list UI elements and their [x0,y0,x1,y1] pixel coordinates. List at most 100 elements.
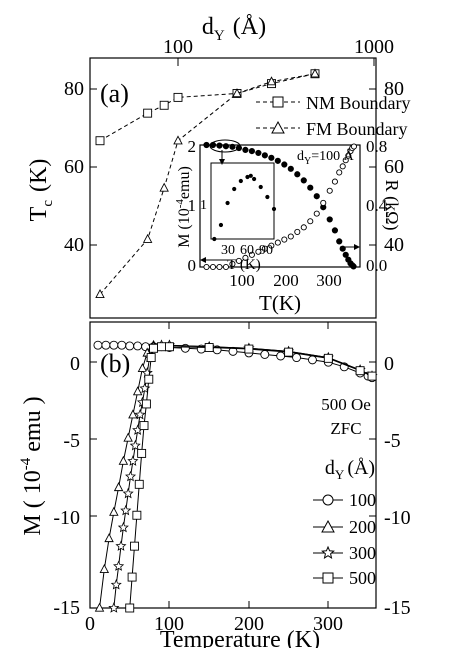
inset-r-point-23 [342,157,349,164]
series-200-point-5 [118,455,129,465]
series-200-point-9 [137,363,148,373]
b-tick-m5: -5 [63,430,80,452]
inset-rtick-0: 0.0 [366,256,387,275]
inset-arrow-right-head [354,244,360,250]
b-rtick-m15: -15 [384,597,411,619]
series-500-point-1 [127,572,137,582]
inset-r-point-10 [268,242,275,249]
inset-r-point-17 [313,210,320,217]
panel-a-frame [89,57,377,319]
inset-arrow-head [219,159,225,165]
panel-b-label: (b) [100,349,130,378]
sub-inset-series [212,173,277,242]
sub-inset-point-1 [218,222,224,228]
series-200-point-4 [113,482,124,492]
inset-r-point-13 [287,233,294,240]
inset-r-point-1 [209,263,217,271]
nm-point-2 [159,100,169,110]
inset-r-point-5 [235,257,242,264]
inset-r-point-4 [229,260,236,268]
tick-label-40-right: 40 [384,234,404,256]
inset-r-point-21 [336,169,343,176]
top-axis-title: dY (Å) [202,14,266,44]
series-300-point-4 [117,521,129,533]
series-300-point-7 [125,470,137,482]
legend-label-fm: FM Boundary [306,119,408,139]
inset-tick-2: 2 [188,137,197,156]
fm-point-5 [266,76,277,86]
series-100-point-3 [117,340,127,350]
legend-item-200: 200 [313,517,376,537]
series-100-point-4 [125,341,135,351]
b-xtick-300: 300 [313,613,343,635]
series-300-point-8 [127,455,139,466]
top-tick-label-100: 100 [163,36,193,58]
sub-inset-xtick-30: 30 [221,243,235,258]
sub-inset: 1 30 60 90 T (K) [200,162,277,273]
top-tick-label-1000: 1000 [354,36,394,58]
series-100-point-1 [101,340,111,350]
panel-a-legend: NM Boundary FM Boundary [256,93,411,139]
inset-m-point-7 [248,148,255,155]
panel-a-ylabel: Tc(K) [26,159,56,222]
sub-inset-point-3 [232,186,237,192]
panel-b-frame [89,321,377,609]
top-ticks [177,58,375,66]
inset-r-point-2 [216,263,223,271]
inset-m-point-14 [294,171,301,178]
fm-point-6 [310,68,320,78]
inset-annotation: dY=100 Å [297,148,355,167]
inset-m-point-20 [331,227,339,234]
panel-b-ylabel: M ( 10-4 emu ) [18,396,46,535]
sub-inset-xlabel: T (K) [227,257,260,273]
panel-a-tick-marks [90,88,376,246]
series-500-point-6 [139,421,149,431]
inset-right-ticks: 0.0 0.4 0.8 [366,137,388,275]
panel-a-series [95,68,320,299]
series-200-point-0 [94,602,105,612]
sub-inset-point-4 [238,178,243,184]
inset-m-point-13 [287,165,294,172]
series-500-point-18 [367,371,377,381]
mode-annotation: ZFC [330,419,361,438]
inset-r-point-0 [203,263,210,271]
series-200-point-2 [104,533,114,543]
panel-b-right-ticks: 0 -5 -10 -15 [384,353,411,619]
inset-r-point-7 [248,251,255,258]
series-500-point-5 [137,448,147,458]
panel-a-right-ticks: 40 60 80 [384,78,404,256]
tick-label-60-right: 60 [384,156,404,178]
series-500-point-4 [134,479,144,489]
series-500-point-11 [157,342,166,352]
inset-m-point-23 [342,251,349,258]
sub-inset-point-6 [248,173,253,178]
series-100-point-16 [276,351,286,361]
series-300-point-1 [110,578,122,590]
series-300-point-6 [122,487,134,499]
inset-right-label: R (kΩ) [381,180,402,231]
series-300-point-0 [108,602,120,613]
panel-a: (a) dY (Å) 100 1000 Tc(K) 40 60 80 40 60 … [26,14,411,319]
inset-r-point-27 [350,143,357,150]
series-500-point-17 [355,366,365,376]
inset-r-point-19 [326,187,333,194]
tick-label-80: 80 [64,78,84,100]
series-500-point-8 [144,374,154,384]
inset-m-point-6 [242,146,249,153]
inset-m-point-4 [229,143,236,150]
legend-item-100: 100 [313,490,376,510]
b-tick-m15: -15 [53,597,80,619]
sub-inset-frame [210,162,275,240]
series-300-point-3 [115,540,127,551]
sub-inset-point-10 [271,206,277,212]
panel-a-left-ticks: 40 60 80 [64,78,84,256]
legend-label-200: 200 [349,517,376,537]
sub-inset-point-0 [212,236,217,242]
inset-r-point-18 [320,199,327,206]
tick-label-60: 60 [64,156,84,178]
series-100-point-0 [93,340,103,350]
series-100-point-5 [133,341,143,351]
inset-r-point-15 [300,224,307,231]
sub-inset-xtick-60: 60 [240,243,254,258]
